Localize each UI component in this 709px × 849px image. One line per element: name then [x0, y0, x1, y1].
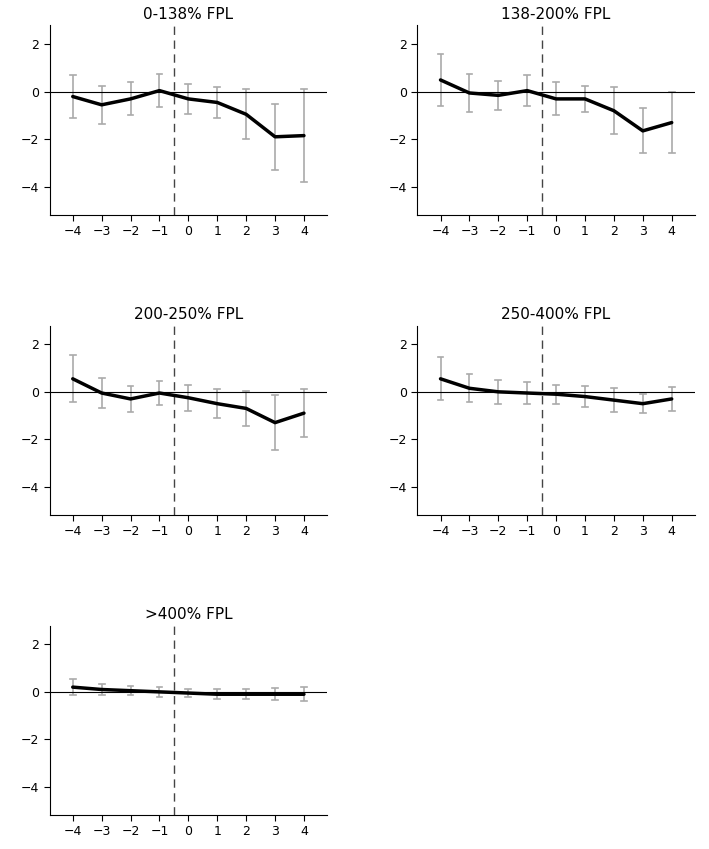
Title: 250-400% FPL: 250-400% FPL: [501, 306, 610, 322]
Title: 138-200% FPL: 138-200% FPL: [501, 7, 610, 21]
Title: 200-250% FPL: 200-250% FPL: [134, 306, 243, 322]
Title: 0-138% FPL: 0-138% FPL: [143, 7, 233, 21]
Title: >400% FPL: >400% FPL: [145, 606, 232, 621]
